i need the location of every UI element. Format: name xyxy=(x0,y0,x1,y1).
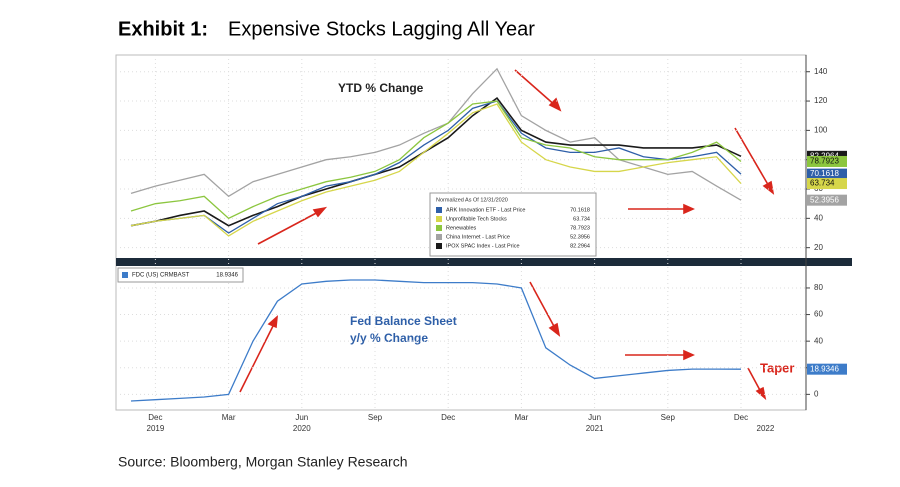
y-tick-label: 120 xyxy=(814,96,828,105)
series-line xyxy=(130,67,742,201)
legend-value: 63.734 xyxy=(573,216,590,222)
legend-label: Unprofitable Tech Stocks xyxy=(446,216,507,222)
source: Source: Bloomberg, Morgan Stanley Resear… xyxy=(118,454,407,470)
legend-swatch xyxy=(122,272,128,278)
legend-swatch xyxy=(436,216,442,222)
chart-title: Expensive Stocks Lagging All Year xyxy=(228,18,535,40)
y-tick-label: 0 xyxy=(814,389,819,398)
taper-annotation: Taper xyxy=(760,360,794,375)
end-label: 82.2964 xyxy=(810,151,839,160)
y-tick-label: 20 xyxy=(814,243,823,252)
x-tick-label: Jun xyxy=(588,413,601,422)
legend-box xyxy=(117,267,244,283)
x-tick-label: Dec xyxy=(441,413,455,422)
legend-box xyxy=(429,192,597,257)
fed-annotation-2: y/y % Change xyxy=(350,331,428,345)
x-year-label: 2019 xyxy=(147,424,165,433)
legend-label: IPOX SPAC Index - Last Price xyxy=(446,243,520,249)
panel-separator xyxy=(116,258,852,266)
x-tick-label: Mar xyxy=(515,413,529,422)
legend: Normalized As Of 12/31/2020 ARK Innovatio… xyxy=(429,192,597,257)
end-label-box xyxy=(807,168,847,180)
end-label: 52.3956 xyxy=(810,195,839,204)
top-annotation: YTD % Change xyxy=(338,81,424,95)
end-label-box xyxy=(807,178,847,190)
x-tick-label: Mar xyxy=(222,413,236,422)
x-tick-label: Dec xyxy=(148,413,162,422)
legend-swatch xyxy=(436,225,442,231)
legend-swatch xyxy=(436,207,442,213)
series-line xyxy=(130,97,742,227)
arrows xyxy=(239,69,775,401)
legend-label: FDC (US) CRMBAST xyxy=(132,273,190,279)
x-tick-label: Dec xyxy=(734,413,748,422)
end-label-box xyxy=(807,363,847,375)
legend-swatch xyxy=(436,234,442,240)
x-year-label: 2020 xyxy=(293,424,311,433)
legend-title: Normalized As Of 12/31/2020 xyxy=(436,197,508,203)
end-label-box xyxy=(807,155,847,167)
series-line xyxy=(130,100,742,220)
y-tick-label: 60 xyxy=(814,310,823,319)
x-tick-label: Sep xyxy=(368,413,383,422)
legend-value: 52.3956 xyxy=(570,234,590,240)
series-line xyxy=(130,100,742,234)
y-tick-label: 40 xyxy=(814,213,823,222)
legend-swatch xyxy=(436,243,442,249)
end-label-box xyxy=(807,194,847,206)
x-year-label: 2021 xyxy=(586,424,604,433)
y-tick-label: 140 xyxy=(814,67,828,76)
end-label: 78.7923 xyxy=(810,157,839,166)
legend-value: 82.2964 xyxy=(570,243,590,249)
series-line xyxy=(130,279,742,402)
legend-value: 18.9346 xyxy=(216,273,238,279)
y-tick-label: 80 xyxy=(814,283,823,292)
y-tick-label: 40 xyxy=(814,336,823,345)
end-label: 18.9346 xyxy=(810,364,839,373)
exhibit-label: Exhibit 1: xyxy=(118,18,208,40)
legend-value: 78.7923 xyxy=(570,225,590,231)
legend-label: Renewables xyxy=(446,225,477,231)
end-label: 63.734 xyxy=(810,179,835,188)
legend-label: ARK Innovation ETF - Last Price xyxy=(446,207,525,213)
x-year-label: 2022 xyxy=(757,424,775,433)
fed-annotation-1: Fed Balance Sheet xyxy=(350,314,457,328)
x-tick-label: Sep xyxy=(661,413,676,422)
series-line xyxy=(130,103,742,237)
legend-value: 70.1618 xyxy=(570,207,590,213)
x-tick-label: Jun xyxy=(295,413,308,422)
legend-label: China Internet - Last Price xyxy=(446,234,510,240)
y-tick-label: 100 xyxy=(814,125,828,134)
end-label: 70.1618 xyxy=(810,169,839,178)
